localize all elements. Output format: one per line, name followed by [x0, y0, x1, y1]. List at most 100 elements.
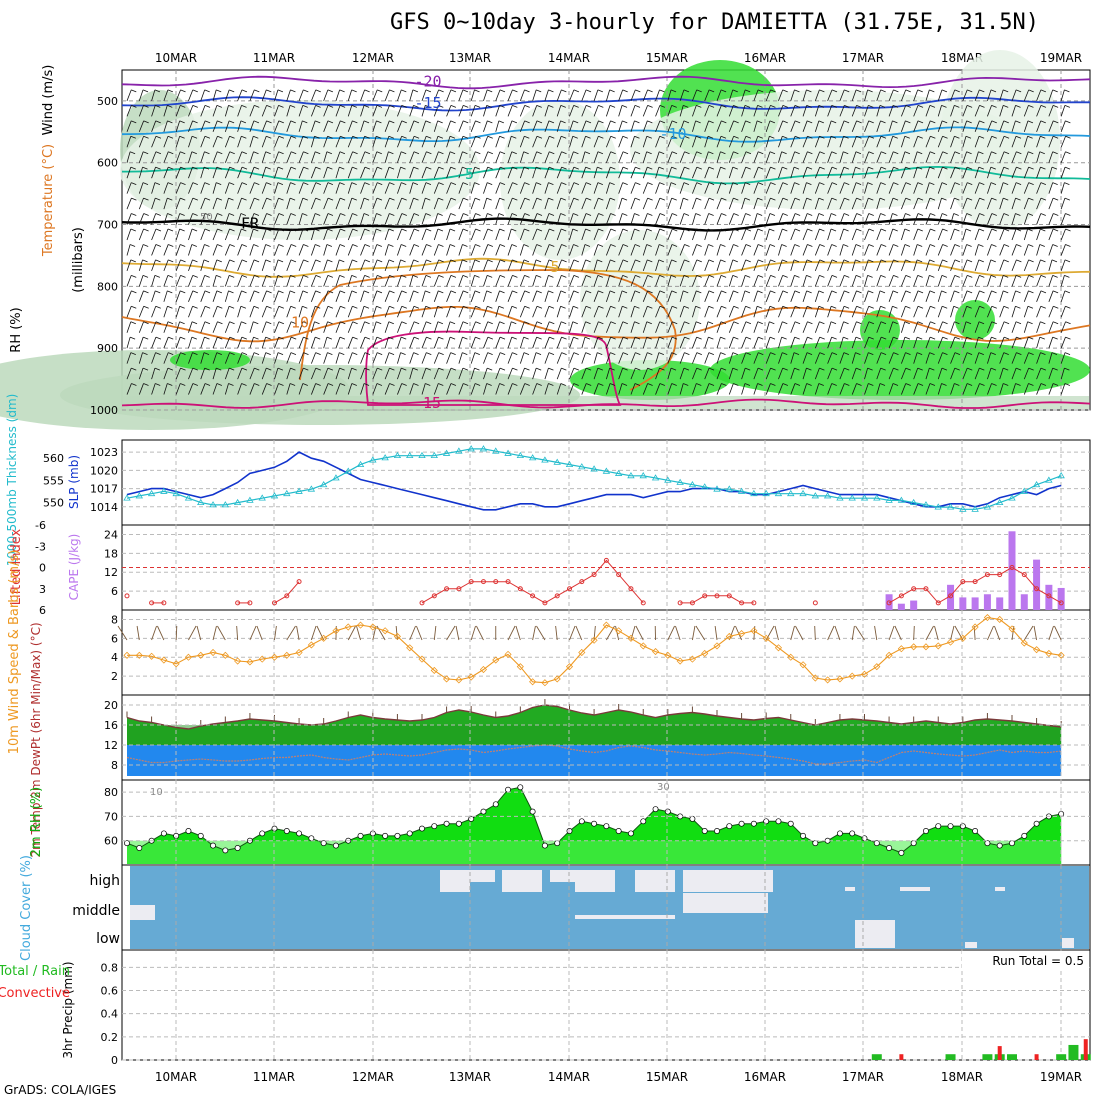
wind-barb — [671, 120, 678, 124]
wind-barb — [532, 120, 538, 132]
rh-point — [259, 830, 266, 837]
wind-barb — [389, 305, 395, 309]
wind-barb — [446, 337, 451, 349]
wind-barb — [900, 136, 906, 148]
wind-barb — [605, 167, 611, 179]
wind-barb — [277, 274, 284, 278]
wind-barb — [1015, 228, 1022, 232]
wind-barb — [695, 135, 702, 139]
wind-barb — [224, 383, 229, 395]
wind-barb — [646, 228, 652, 232]
wind-barb — [732, 89, 738, 93]
wind-barb — [470, 290, 476, 302]
wind-speed-point — [602, 621, 610, 629]
wind-barb — [352, 213, 358, 216]
wind-barb — [855, 244, 862, 247]
wind-barb — [384, 105, 390, 117]
wind-barb — [519, 105, 526, 117]
wind-barb — [610, 259, 616, 263]
wind-speed-point — [615, 627, 623, 635]
wind-barb — [167, 321, 174, 325]
wind-barb — [753, 136, 759, 148]
wind-barb — [672, 135, 678, 139]
wind-barb — [756, 120, 763, 124]
wind-barb — [569, 306, 574, 318]
rh-point — [455, 820, 462, 827]
wind-barb — [507, 367, 513, 380]
wind-barb — [413, 151, 420, 155]
wind-barb — [880, 120, 886, 124]
wind-barb — [741, 275, 746, 287]
wind-barb — [1048, 89, 1054, 102]
wind-barb — [507, 151, 513, 163]
wind-barb — [1028, 244, 1034, 247]
wind-barb — [745, 352, 751, 356]
wind-barb — [143, 321, 149, 325]
wind-barb — [569, 89, 575, 102]
wind-barb — [556, 89, 562, 102]
wind-barb — [733, 383, 739, 386]
panel-wind — [121, 609, 1091, 696]
wind-speed-point — [971, 623, 979, 631]
wind-barb — [274, 290, 279, 302]
wind-barb — [692, 352, 698, 364]
wind-barb — [618, 321, 624, 333]
wind-barb — [962, 367, 968, 380]
wind-barb — [621, 197, 628, 201]
wind-barb — [204, 305, 211, 309]
wind-barb — [335, 89, 340, 102]
temp-contour — [121, 217, 1091, 232]
wind-barb — [1015, 305, 1021, 309]
wind-barb — [929, 244, 936, 247]
wind-barb — [298, 136, 304, 148]
wind-barb — [913, 383, 919, 395]
wind-barb — [413, 336, 420, 340]
wind-barb — [200, 306, 206, 318]
wind-barb — [483, 136, 489, 148]
wind-barb — [962, 383, 968, 395]
wind-barb — [126, 213, 132, 225]
thickness-point — [946, 503, 955, 510]
wind-barb — [585, 367, 592, 371]
wind-barb — [131, 305, 137, 309]
wind-barb — [692, 136, 697, 148]
wind-barb — [745, 336, 752, 340]
wind-barb — [1003, 104, 1009, 108]
wind-barb — [389, 89, 395, 93]
wind-barb — [728, 89, 734, 102]
wind-barb — [655, 337, 660, 349]
wind-barb — [974, 182, 980, 194]
wind-barb — [216, 104, 223, 108]
wind-barb — [360, 213, 365, 225]
wind-barb — [216, 89, 222, 93]
wind-barb — [458, 197, 464, 210]
cloud-cover-clear — [900, 887, 930, 891]
wind-barb — [376, 104, 383, 108]
wind-barb — [630, 337, 636, 349]
wind-barb — [671, 166, 677, 170]
wind-barb — [290, 182, 296, 186]
wind-barb — [876, 259, 882, 272]
wind-barb — [458, 228, 464, 241]
wind-barb — [413, 259, 419, 263]
wind-barb — [1023, 275, 1030, 287]
wind-barb — [315, 367, 321, 371]
wind-barb — [930, 213, 936, 216]
date-label-bottom: 17MAR — [842, 1070, 884, 1084]
wind-barb — [237, 275, 243, 287]
rh-point — [443, 820, 450, 827]
wind-barb — [200, 213, 206, 225]
wind-barb — [376, 120, 382, 124]
wind-barb — [950, 321, 955, 333]
wind-barb — [384, 383, 390, 395]
wind-barb — [413, 213, 420, 216]
wind-barb — [507, 244, 513, 256]
wind-barb — [950, 275, 956, 287]
wind-barb — [498, 213, 505, 216]
pressure-tick-label: 500 — [97, 95, 118, 108]
wind-barb — [925, 151, 931, 163]
wind-barb — [974, 244, 979, 256]
lifted-index-point — [591, 572, 597, 578]
thickness-point — [221, 501, 230, 508]
wind-speed-point — [713, 642, 721, 650]
